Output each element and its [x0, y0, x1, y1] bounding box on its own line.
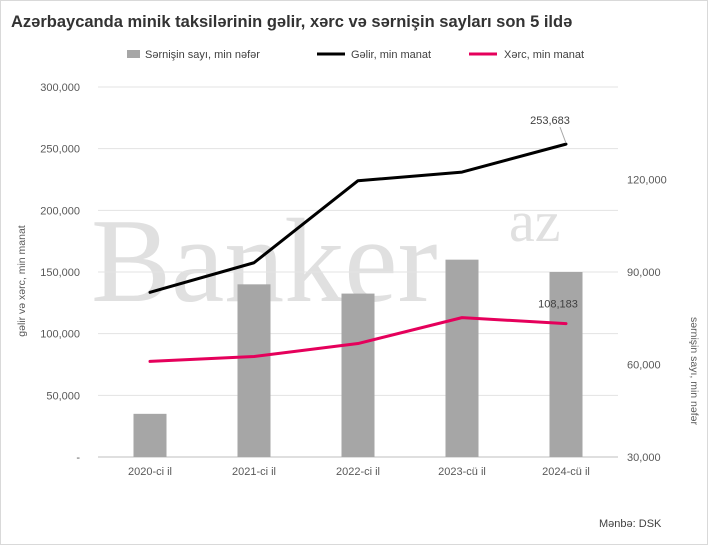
left-axis-title: gəlir və xərc, min manat [16, 225, 28, 337]
passenger-bar [133, 413, 167, 457]
legend-label: Gəlir, min manat [351, 49, 431, 61]
expense-line [148, 316, 568, 363]
right-tick-label: 120,000 [627, 175, 667, 187]
right-tick-label: 30,000 [627, 452, 661, 464]
axes: - 50,000 100,000 150,000 200,000 250,000 300,0… [16, 82, 700, 478]
right-tick-label: 60,000 [627, 360, 661, 372]
category-label: 2021-ci il [232, 466, 276, 478]
line-series: 253,683 108,183 [148, 115, 578, 363]
right-axis-title: sərnişin sayı, min nəfər [688, 317, 700, 425]
income-end-label: 253,683 [530, 115, 570, 127]
category-label: 2020-ci il [128, 466, 172, 478]
legend-label: Xərc, min manat [504, 49, 584, 61]
watermark-sup: az [509, 189, 561, 254]
legend-swatch-passengers [127, 50, 140, 58]
left-tick-label: 50,000 [46, 390, 80, 402]
left-tick-label: 100,000 [40, 329, 80, 341]
left-tick-label: 250,000 [40, 144, 80, 156]
left-tick-label: 200,000 [40, 205, 80, 217]
passenger-bar [341, 293, 375, 457]
bar-series [133, 259, 583, 457]
right-tick-label: 90,000 [627, 267, 661, 279]
passenger-bar [237, 284, 271, 457]
left-tick-label: - [76, 452, 80, 464]
passenger-bar [549, 272, 583, 457]
category-label: 2022-ci il [336, 466, 380, 478]
passenger-bar [445, 259, 479, 457]
income-line [148, 142, 568, 294]
expense-end-label: 108,183 [538, 299, 578, 311]
left-tick-label: 150,000 [40, 267, 80, 279]
income-label-leader [559, 126, 567, 144]
legend-label: Sərnişin sayı, min nəfər [145, 49, 260, 61]
source-note: Mənbə: DSK [599, 518, 662, 530]
category-label: 2023-cü il [438, 466, 486, 478]
chart-title: Azərbaycanda minik taksilərinin gəlir, x… [11, 13, 572, 31]
category-label: 2024-cü il [542, 466, 590, 478]
banker-watermark: Banker az [91, 189, 561, 327]
left-tick-label: 300,000 [40, 82, 80, 94]
legend: Sərnişin sayı, min nəfər Gəlir, min manat… [127, 49, 584, 61]
